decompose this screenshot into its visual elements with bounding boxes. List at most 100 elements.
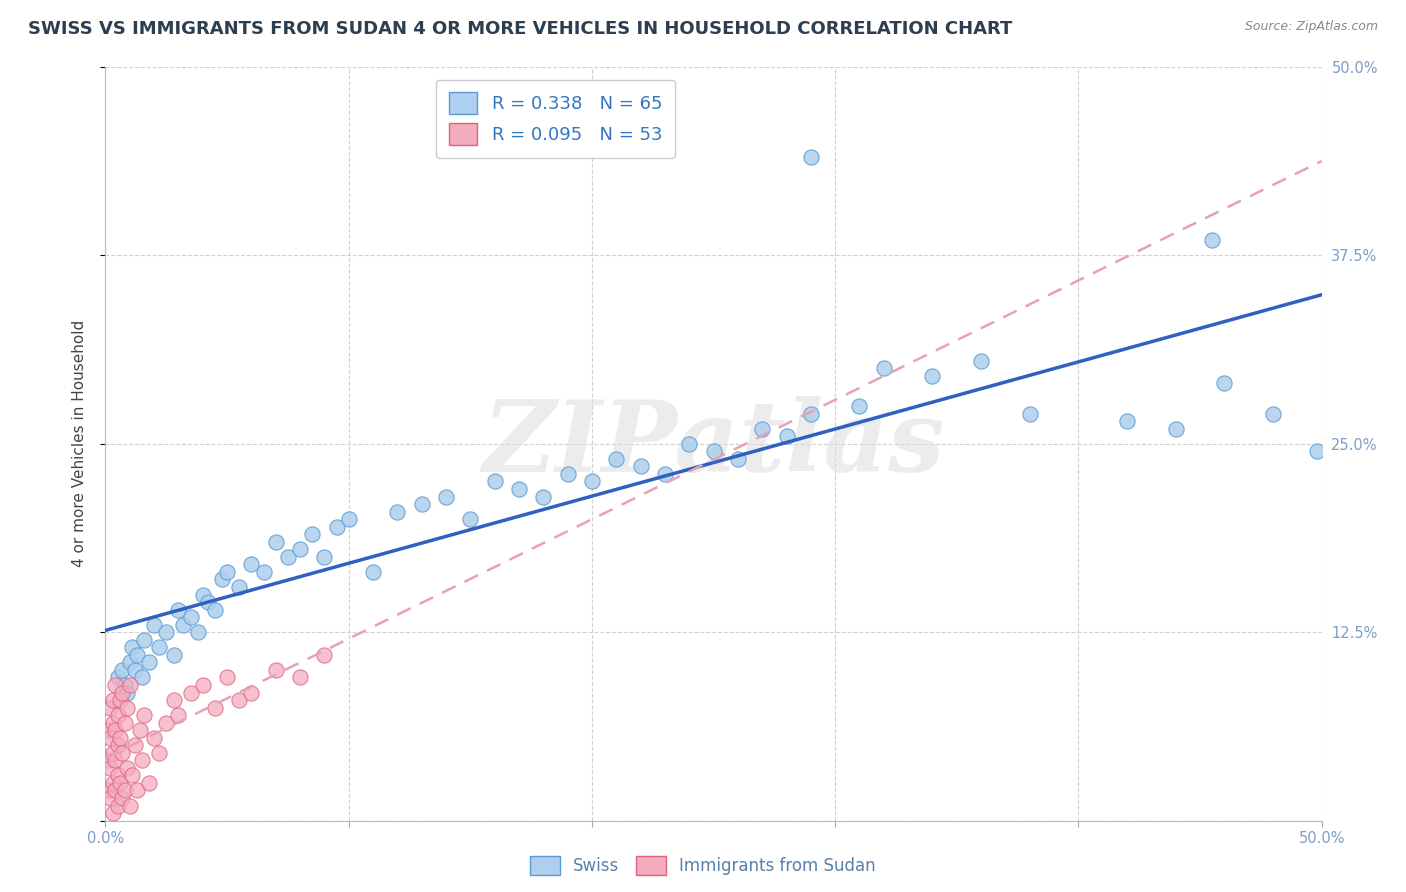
Point <box>111 746 134 760</box>
Point <box>138 656 160 670</box>
Point <box>800 407 823 421</box>
Point <box>97 753 120 767</box>
Text: ZIPatlas: ZIPatlas <box>482 395 945 492</box>
Point <box>97 723 120 738</box>
Point <box>217 565 239 579</box>
Point <box>98 731 121 745</box>
Point <box>204 602 226 616</box>
Point <box>114 715 136 730</box>
Point <box>217 670 239 684</box>
Point <box>98 791 121 805</box>
Point <box>508 482 530 496</box>
Point <box>101 746 124 760</box>
Point <box>264 663 287 677</box>
Point <box>654 467 676 481</box>
Point <box>118 678 141 692</box>
Text: SWISS VS IMMIGRANTS FROM SUDAN 4 OR MORE VEHICLES IN HOUSEHOLD CORRELATION CHART: SWISS VS IMMIGRANTS FROM SUDAN 4 OR MORE… <box>28 20 1012 37</box>
Point <box>1201 233 1223 247</box>
Point <box>162 693 184 707</box>
Point <box>191 678 214 692</box>
Point <box>187 625 209 640</box>
Point <box>775 429 797 443</box>
Point <box>557 467 579 481</box>
Point <box>314 549 336 564</box>
Point <box>124 663 146 677</box>
Point <box>180 610 202 624</box>
Point <box>108 731 131 745</box>
Point <box>204 700 226 714</box>
Point <box>104 723 127 738</box>
Point <box>1213 376 1236 391</box>
Point <box>114 783 136 797</box>
Point <box>134 632 156 647</box>
Point <box>800 150 823 164</box>
Point <box>148 746 170 760</box>
Point <box>167 708 190 723</box>
Point <box>111 685 134 699</box>
Point <box>107 798 129 813</box>
Point <box>605 451 627 466</box>
Point <box>131 670 153 684</box>
Point <box>277 549 299 564</box>
Point <box>121 768 143 782</box>
Legend: Swiss, Immigrants from Sudan: Swiss, Immigrants from Sudan <box>523 849 883 882</box>
Point <box>118 656 141 670</box>
Point <box>117 700 139 714</box>
Point <box>228 580 250 594</box>
Point <box>434 490 457 504</box>
Point <box>117 761 139 775</box>
Point <box>197 595 219 609</box>
Point <box>727 451 749 466</box>
Point <box>180 685 202 699</box>
Text: Source: ZipAtlas.com: Source: ZipAtlas.com <box>1244 20 1378 33</box>
Point <box>970 354 993 368</box>
Point <box>155 625 177 640</box>
Point <box>128 723 150 738</box>
Point <box>288 542 311 557</box>
Point <box>108 776 131 790</box>
Point <box>101 693 124 707</box>
Point <box>873 361 896 376</box>
Point <box>702 444 725 458</box>
Point <box>143 731 166 745</box>
Point <box>325 519 347 533</box>
Point <box>1164 422 1187 436</box>
Point <box>107 739 129 753</box>
Point <box>114 678 136 692</box>
Point <box>101 715 124 730</box>
Point <box>101 806 124 821</box>
Point <box>107 708 129 723</box>
Point <box>531 490 554 504</box>
Point <box>117 685 139 699</box>
Point <box>288 670 311 684</box>
Point <box>111 791 134 805</box>
Point <box>411 497 433 511</box>
Point <box>191 588 214 602</box>
Point <box>314 648 336 662</box>
Point <box>143 617 166 632</box>
Point <box>387 505 409 519</box>
Point <box>240 558 263 572</box>
Point <box>1306 444 1329 458</box>
Point <box>108 693 131 707</box>
Point <box>167 602 190 616</box>
Point <box>630 459 652 474</box>
Point <box>98 761 121 775</box>
Point <box>678 437 700 451</box>
Point <box>138 776 160 790</box>
Point <box>121 640 143 655</box>
Point <box>98 700 121 714</box>
Point <box>848 399 870 413</box>
Point <box>118 798 141 813</box>
Point <box>751 422 773 436</box>
Point <box>1018 407 1040 421</box>
Point <box>125 648 148 662</box>
Point <box>107 670 129 684</box>
Point <box>107 768 129 782</box>
Point <box>458 512 481 526</box>
Point <box>211 573 233 587</box>
Point <box>921 368 943 383</box>
Y-axis label: 4 or more Vehicles in Household: 4 or more Vehicles in Household <box>72 320 87 567</box>
Point <box>581 475 603 489</box>
Point <box>134 708 156 723</box>
